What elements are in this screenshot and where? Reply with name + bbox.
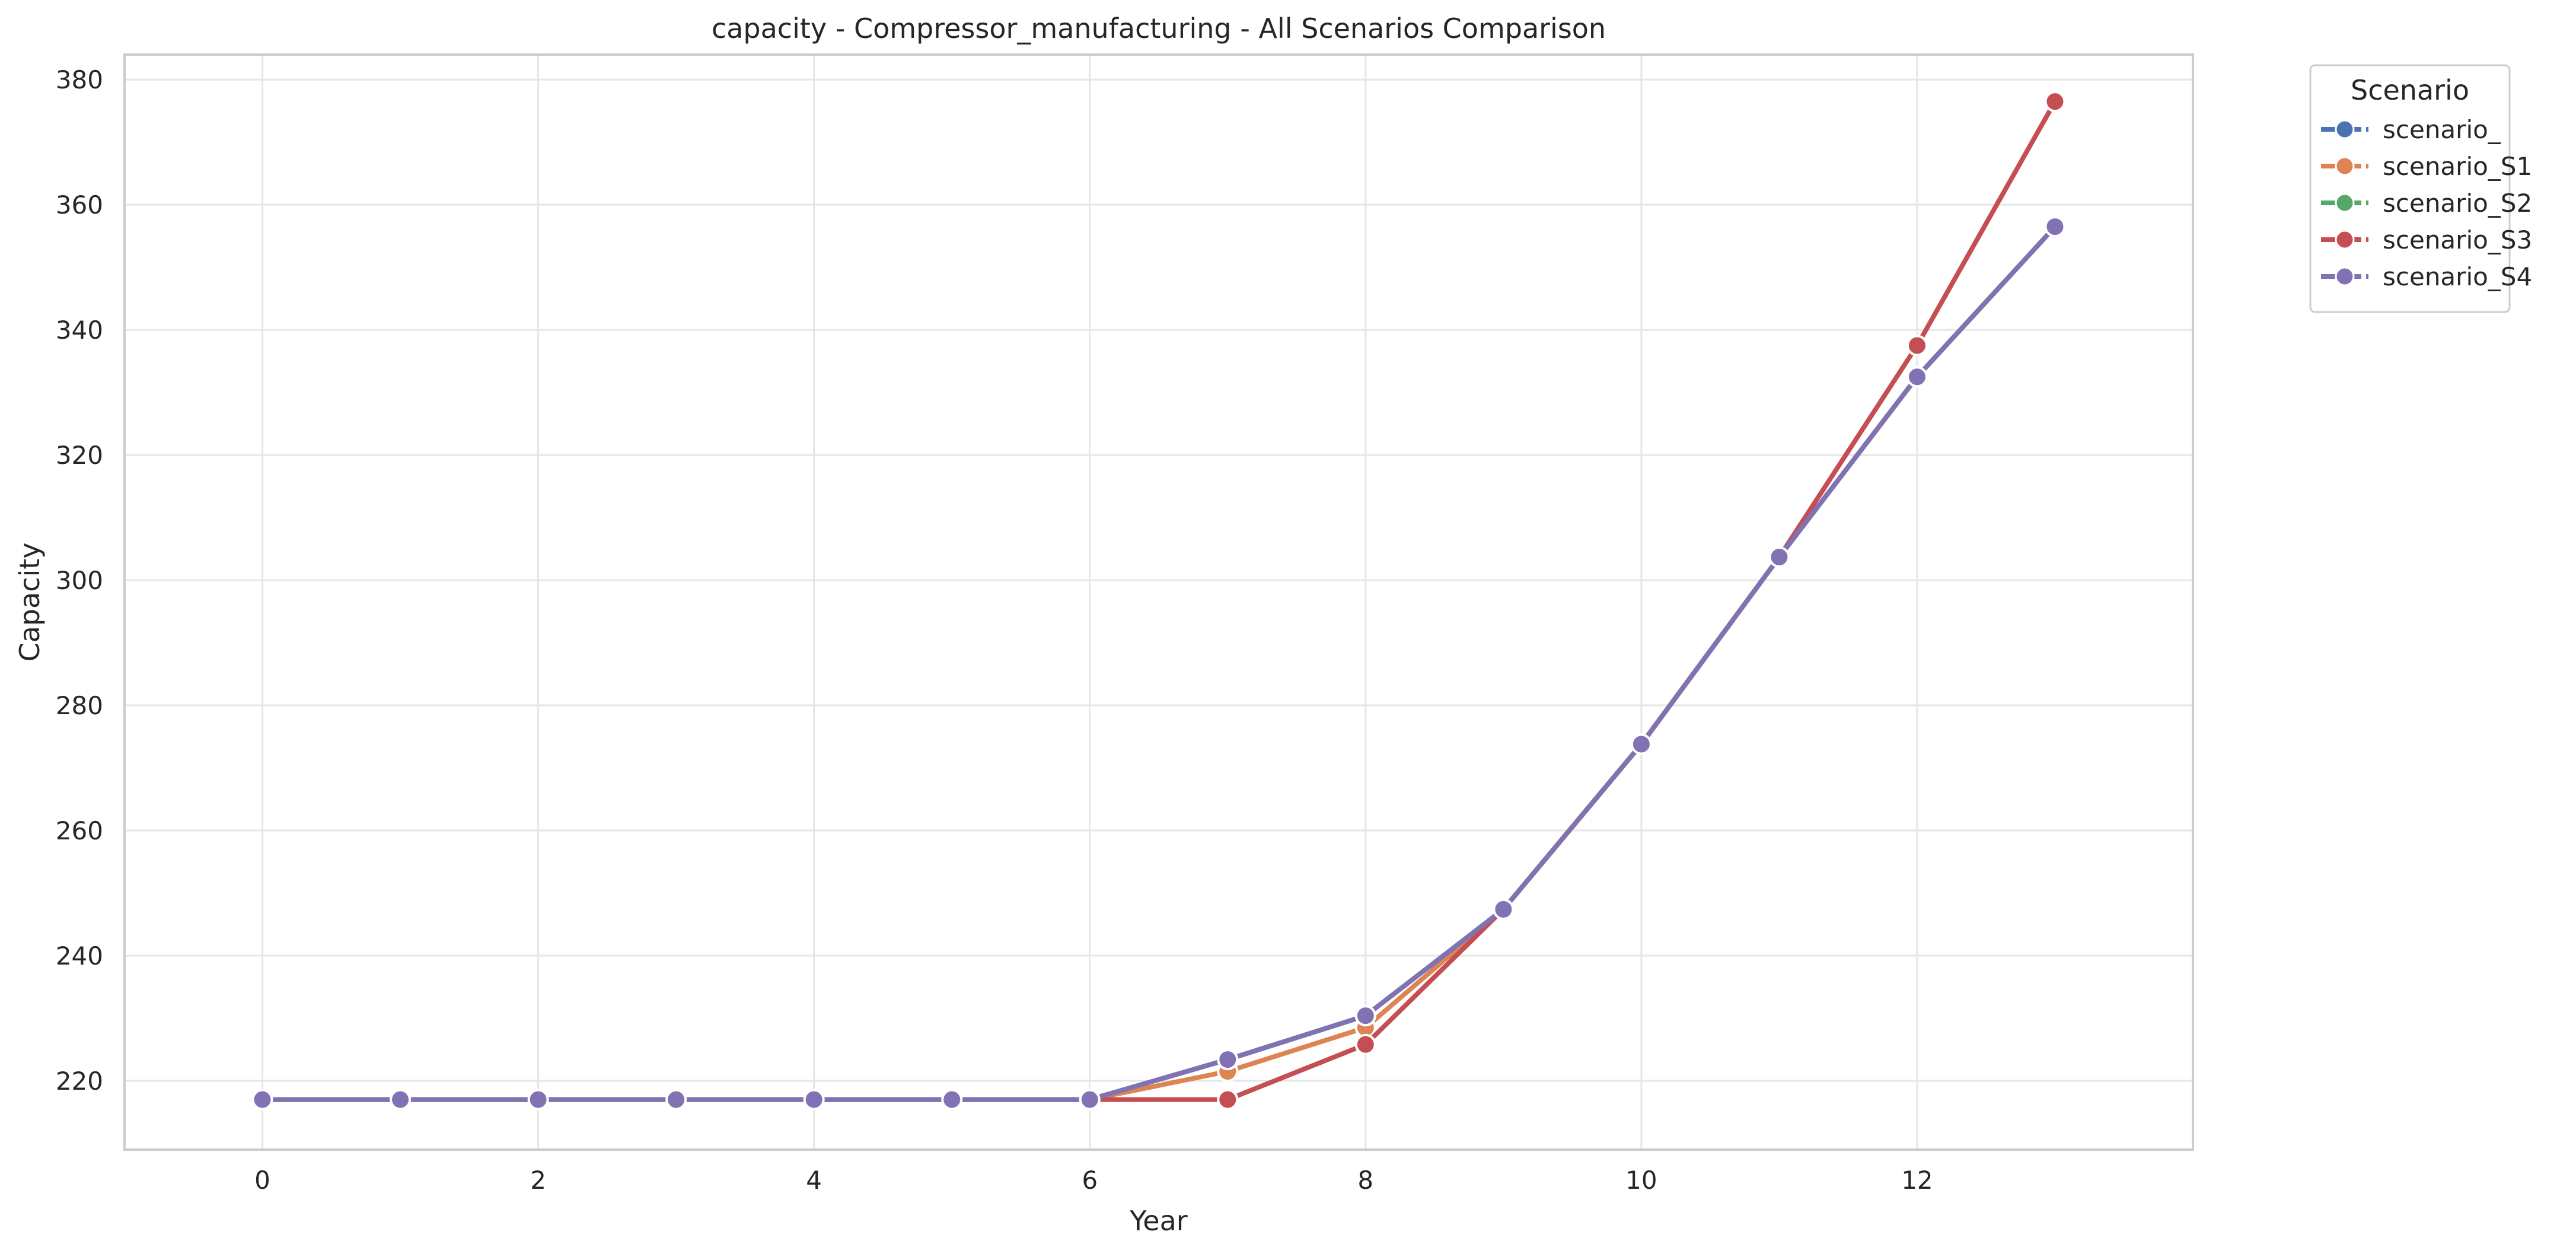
legend-entry: scenario_S2 [2321,189,2532,218]
data-point [941,1089,963,1110]
data-point [1354,1005,1376,1027]
legend-title: Scenario [2351,74,2469,106]
legend-marker [2335,193,2355,213]
legend-entries: scenario_ scenario_S1 scenario_S2 scenario_… [2321,115,2532,291]
data-point [1906,335,1928,357]
y-tick-label: 240 [56,941,103,970]
x-tick-label: 4 [806,1166,822,1195]
legend-label: scenario_S1 [2383,152,2532,181]
legend-marker [2335,119,2355,139]
series-scenario_S2 [251,216,2066,1110]
data-point [665,1089,687,1110]
data-point [803,1089,825,1110]
plot-frame [123,53,2194,1151]
data-point [527,1089,549,1110]
data-point [1906,366,1928,388]
x-tick-label: 12 [1901,1166,1933,1195]
x-tick-label: 2 [530,1166,546,1195]
series-line-scenario_S4 [260,224,2058,1102]
y-tick-label: 320 [56,441,103,470]
legend: Scenario scenario_ scenario_S1 scenario_S2… [2309,64,2532,313]
series-scenario_S4 [251,216,2066,1110]
data-point [1079,1089,1101,1110]
data-point [1354,1033,1376,1055]
legend-marker [2335,230,2355,250]
x-axis-label: Year [1129,1205,1187,1237]
x-tick-label: 10 [1625,1166,1657,1195]
data-point [251,1089,273,1110]
data-point [2044,216,2066,238]
legend-entry: scenario_S1 [2321,152,2532,181]
legend-label: scenario_S4 [2383,262,2532,291]
y-tick-label: 360 [56,190,103,219]
series-line-scenario_S3 [260,99,2058,1102]
legend-label: scenario_S2 [2383,189,2532,218]
x-tick-label: 0 [254,1166,270,1195]
legend-marker [2335,156,2355,176]
grid [125,55,2193,1150]
x-tick-label: 6 [1082,1166,1098,1195]
legend-entry: scenario_S4 [2321,262,2532,291]
y-tick-label: 340 [56,316,103,345]
y-tick-label: 280 [56,691,103,720]
series-line-scenario_ [260,224,2058,1102]
series-scenario_S1 [251,216,2066,1110]
legend-entry: scenario_S3 [2321,225,2532,254]
y-axis-label: Capacity [14,542,46,661]
series-layer [251,91,2066,1110]
x-tick-label: 8 [1357,1166,1373,1195]
legend-label: scenario_ [2383,115,2501,144]
data-point [1493,898,1515,920]
data-point [1630,733,1652,755]
ticks: 0 2 4 6 8 10 12 220 240 260 280 300 320 340 360 380 [56,65,1933,1195]
data-point [390,1089,412,1110]
chart-title: capacity - Compressor_manufacturing - Al… [712,12,1606,44]
data-point [1768,546,1790,568]
series-line-scenario_S1 [260,224,2058,1102]
series-line-scenario_S2 [260,224,2058,1102]
data-point [1217,1049,1239,1071]
legend-entry: scenario_ [2321,115,2501,144]
data-point [1217,1089,1239,1110]
legend-label: scenario_S3 [2383,225,2532,254]
y-tick-label: 380 [56,65,103,94]
y-tick-label: 260 [56,816,103,845]
y-tick-label: 220 [56,1067,103,1096]
series-scenario_ [251,216,2066,1110]
legend-marker [2335,266,2355,287]
data-point [2044,91,2066,113]
y-tick-label: 300 [56,566,103,595]
